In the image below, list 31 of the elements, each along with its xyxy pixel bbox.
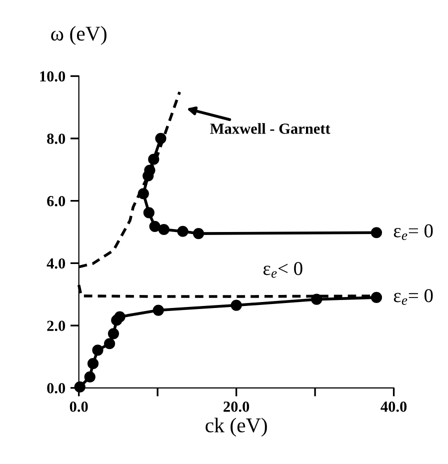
x-tick-label: 0.0 <box>70 402 88 412</box>
annotation: ε$_{e}$< 0 <box>263 262 302 278</box>
annotation: Maxwell - Garnett <box>210 123 330 134</box>
point <box>92 344 104 356</box>
y-tick-label: 0.0 <box>47 383 66 394</box>
x-axis-title: ck (eV) <box>206 418 267 437</box>
point <box>230 300 242 311</box>
y-tick-label: 2.0 <box>47 320 66 332</box>
point <box>149 220 160 232</box>
y-tick-label: 8.0 <box>47 134 66 144</box>
point <box>311 294 322 305</box>
point <box>84 371 96 383</box>
point <box>104 338 116 350</box>
point <box>370 292 382 304</box>
y-tick-label: 6.0 <box>47 196 66 206</box>
point <box>192 228 204 240</box>
point <box>87 358 99 370</box>
point <box>108 328 120 340</box>
point <box>152 304 164 316</box>
point <box>158 224 170 236</box>
x-tick-label: 20.0 <box>224 402 250 412</box>
point <box>114 311 126 322</box>
y-tick-label: 10.0 <box>40 71 66 82</box>
y-tick-label: 4.0 <box>46 258 66 269</box>
point <box>177 226 188 237</box>
x-tick-label: 40.0 <box>380 402 407 412</box>
annotation: ε$_{e}$= 0 <box>394 224 433 240</box>
y-axis-title: ω (eV) <box>51 26 106 45</box>
point <box>143 207 154 218</box>
point <box>370 227 382 238</box>
annotation: ε$_{e}$= 0 <box>394 289 433 305</box>
